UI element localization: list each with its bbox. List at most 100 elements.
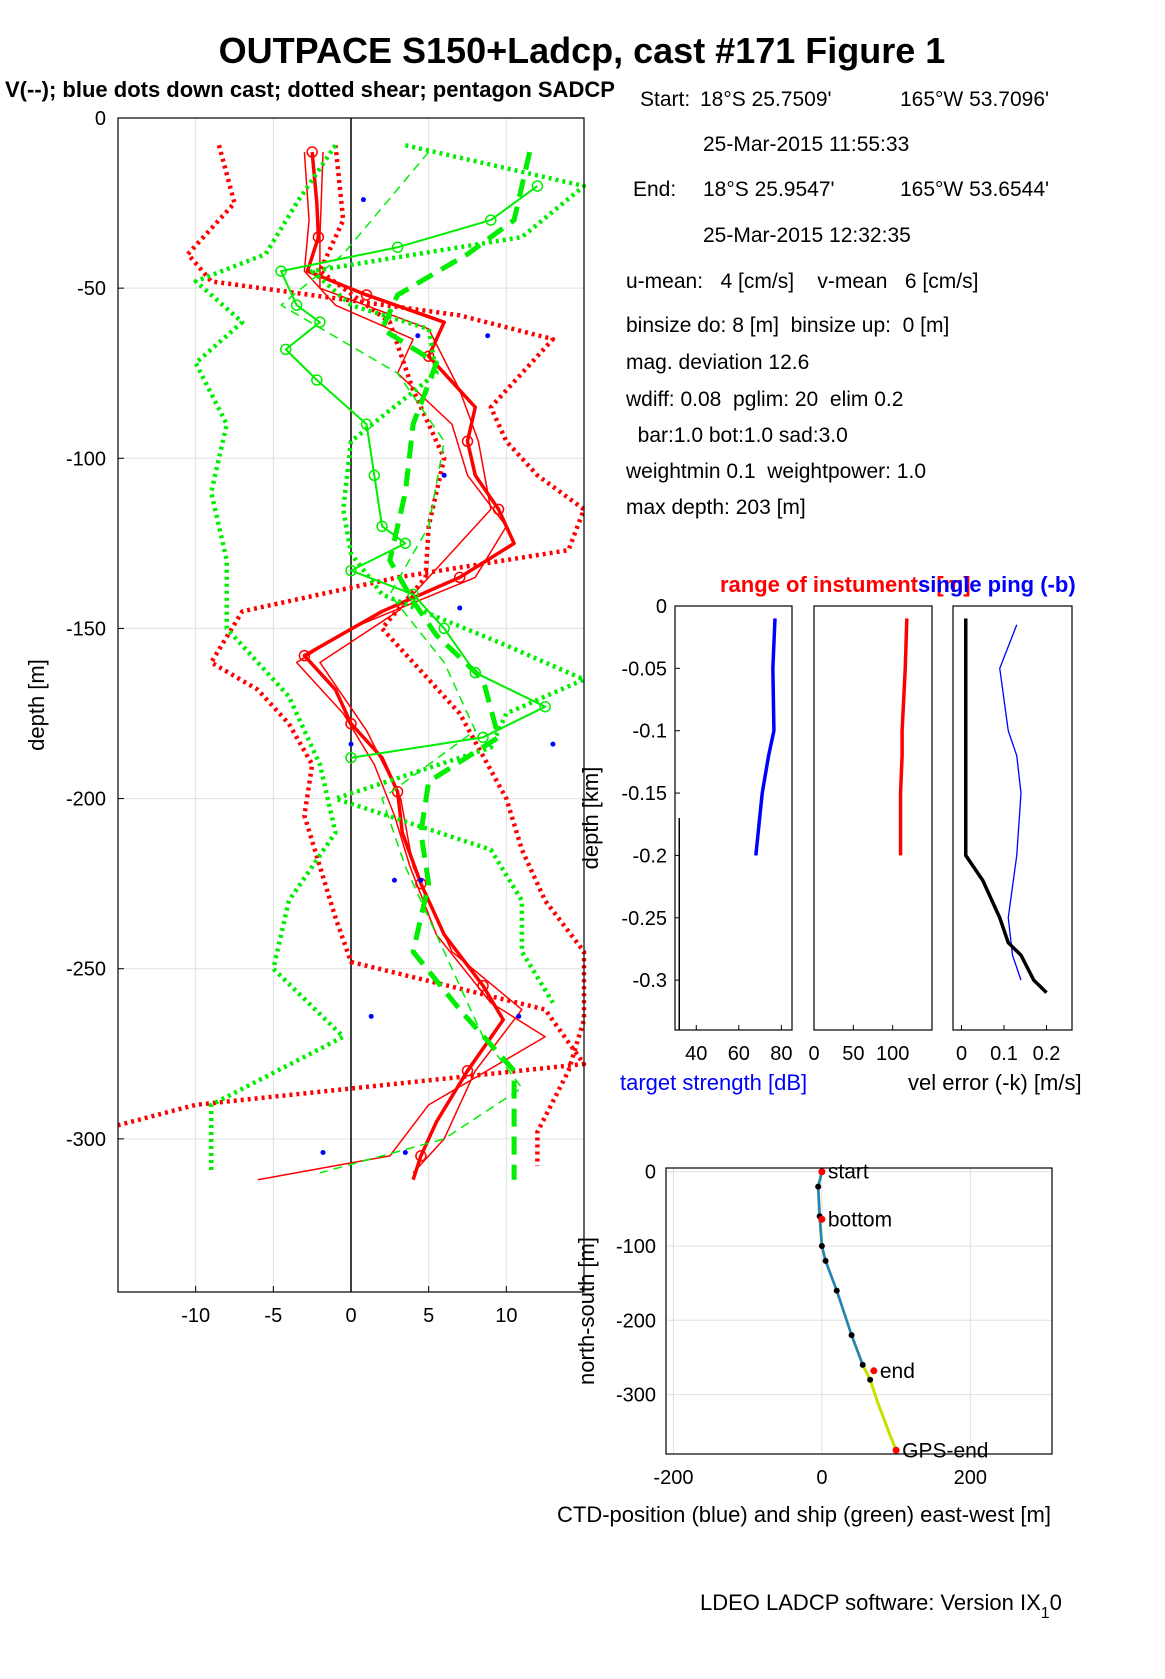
main-subtitle: V(--); blue dots down cast; dotted shear… <box>5 77 615 102</box>
range-panel-2-chart: 0 50 100 <box>808 605 933 1065</box>
pos-y-tick-label: 0 <box>645 1162 656 1184</box>
range2-x-tick-label: 100 <box>876 1043 909 1065</box>
pos-x-axis-label: CTD-position (blue) and ship (green) eas… <box>557 1502 1051 1527</box>
range2-x-tick-label: 50 <box>842 1043 864 1065</box>
downcast-dot <box>550 741 556 747</box>
downcast-dot <box>418 877 424 883</box>
x-tick-label: -10 <box>181 1305 210 1327</box>
range-y-tick-label: 0 <box>656 596 667 618</box>
series-v-shear-right <box>309 143 587 1004</box>
track-point <box>848 1332 855 1339</box>
downcast-dot <box>402 1149 408 1155</box>
range-title: range of instuments [m] <box>720 572 971 597</box>
u-marker <box>461 435 474 448</box>
series-v-shear-left <box>193 143 346 1173</box>
pos-frame <box>665 1167 1053 1455</box>
pos-x-tick-label: 200 <box>954 1467 987 1489</box>
u-marker <box>298 649 311 662</box>
plot-frame <box>117 117 585 1293</box>
downcast-dot <box>415 333 421 339</box>
range-y-axis-label: depth [km] <box>578 767 603 870</box>
wdiff: wdiff: 0.08 pglim: 20 elim 0.2 <box>626 388 904 411</box>
x-tick-label: 10 <box>495 1305 517 1327</box>
range-x-tick-label: 60 <box>728 1043 750 1065</box>
range-y-tick-label: -0.2 <box>633 845 667 867</box>
start-lon: 165°W 53.7096' <box>900 88 1050 111</box>
y-tick-label: -200 <box>66 789 106 811</box>
series-v-sadcp <box>280 185 547 759</box>
downcast-dot <box>360 197 366 203</box>
pos-label-bottom: bottom <box>828 1208 892 1231</box>
vel-error-label: vel error (-k) [m/s] <box>908 1070 1082 1095</box>
pos-label-end: end <box>880 1360 915 1383</box>
target-strength-label: target strength [dB] <box>620 1070 807 1095</box>
sadcp-marker <box>391 241 404 254</box>
range-y-tick-label: -0.3 <box>633 970 667 992</box>
sadcp-marker <box>376 520 388 533</box>
range-y-tick-label: -0.05 <box>621 658 667 680</box>
y-axis-label: depth [m] <box>24 659 49 751</box>
single-ping-line <box>999 624 1022 981</box>
velerr-frame <box>952 605 1073 1031</box>
range-x-tick-label: 40 <box>685 1043 707 1065</box>
u-marker <box>360 289 373 301</box>
target-strength-line <box>754 618 777 856</box>
downcast-dot <box>348 741 354 747</box>
x-tick-label: -5 <box>264 1305 282 1327</box>
sadcp-marker <box>275 265 287 277</box>
range2-plot-area <box>814 606 932 1030</box>
weight-params: weightmin 0.1 weightpower: 1.0 <box>626 460 926 483</box>
y-tick-label: -50 <box>77 278 106 300</box>
pos-label-marker <box>818 1168 826 1176</box>
range-frame <box>674 605 793 1031</box>
y-tick-label: -300 <box>66 1129 106 1151</box>
pos-label-start: start <box>828 1161 869 1184</box>
u-v-mean: u-mean: 4 [cm/s] v-mean 6 [cm/s] <box>626 270 979 293</box>
pos-label-marker <box>870 1367 878 1375</box>
pos-label-gps-end: GPS-end <box>902 1439 988 1462</box>
y-tick-label: -250 <box>66 959 106 981</box>
vel-error-line <box>964 618 1048 994</box>
vel-error-chart: 0 0.1 0.2 single ping (-b) vel error (-k) [m… <box>908 572 1082 1095</box>
u-marker <box>345 717 357 730</box>
series-u-shear-right <box>317 144 587 1167</box>
series-v-down <box>280 151 523 1174</box>
end-lon: 165°W 53.6544' <box>900 178 1050 201</box>
y-tick-label: -100 <box>66 448 106 470</box>
x-tick-label: 0 <box>345 1305 356 1327</box>
sadcp-marker <box>368 469 381 482</box>
end-label: End: <box>633 178 677 201</box>
footer-sub: 1 <box>1041 1605 1050 1622</box>
sadcp-marker <box>311 374 323 386</box>
track-point <box>867 1376 874 1383</box>
track-point <box>859 1361 866 1368</box>
u-marker <box>415 1150 427 1162</box>
u-marker <box>306 146 318 158</box>
range-y-tick-label: -0.25 <box>621 908 667 930</box>
velerr-x-tick-label: 0 <box>956 1043 967 1065</box>
pos-label-marker <box>818 1215 826 1223</box>
velerr-x-tick-label: 0.1 <box>990 1043 1018 1065</box>
range2-frame <box>813 605 933 1031</box>
footer-text: LDEO LADCP software: Version IX10 <box>700 1590 1062 1622</box>
sadcp-marker <box>314 316 326 328</box>
pos-y-tick-label: -200 <box>616 1310 656 1332</box>
sadcp-marker <box>345 751 357 764</box>
range-of-instruments-chart: 0 -0.05 -0.1 -0.15 -0.2 -0.25 -0.3 40 60 80 range … <box>578 572 971 1095</box>
u-marker <box>312 231 325 243</box>
series-u-down <box>257 151 546 1181</box>
y-tick-label: 0 <box>95 108 106 130</box>
track-point <box>815 1183 822 1190</box>
footer-main: LDEO LADCP software: Version IX <box>700 1590 1041 1615</box>
start-time: 25-Mar-2015 11:55:33 <box>703 133 910 156</box>
downcast-dot <box>457 605 463 611</box>
range2-line <box>898 618 909 856</box>
downcast-dot <box>320 1149 326 1155</box>
bar-params: bar:1.0 bot:1.0 sad:3.0 <box>626 424 848 447</box>
range-y-tick-label: -0.1 <box>633 721 667 743</box>
range-x-tick-label: 80 <box>770 1043 792 1065</box>
sadcp-marker <box>477 731 489 744</box>
y-tick-label: -150 <box>66 618 106 640</box>
pos-x-tick-label: 0 <box>816 1467 827 1489</box>
